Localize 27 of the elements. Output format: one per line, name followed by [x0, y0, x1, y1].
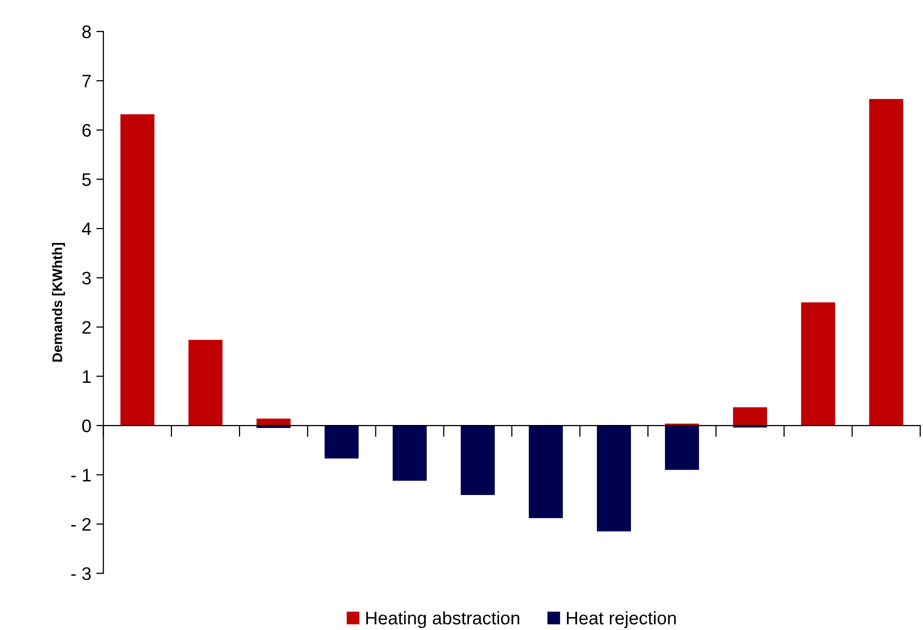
bar — [801, 302, 836, 426]
y-tick-label: - 3 — [71, 567, 91, 580]
legend-label: Heat rejection — [566, 611, 676, 628]
y-tick-label: 8 — [82, 25, 91, 38]
y-axis-title: Demands [KWhth] — [52, 242, 65, 362]
bar — [392, 426, 427, 481]
y-tick-label: - 1 — [71, 468, 91, 482]
y-tick-label: 4 — [82, 222, 92, 236]
bar — [733, 407, 768, 426]
y-tick-label: 6 — [82, 124, 91, 137]
y-tick-label: 0 — [82, 419, 91, 432]
legend-label: Heating abstraction — [366, 611, 520, 628]
bar — [256, 418, 291, 426]
y-tick-label: 7 — [82, 74, 91, 88]
y-tick-label: 1 — [82, 370, 91, 383]
y-tick-label: 2 — [82, 320, 91, 334]
bar — [324, 426, 359, 459]
bar — [528, 426, 563, 518]
y-tick-label: 5 — [82, 173, 91, 186]
y-tick-label: - 2 — [71, 518, 91, 531]
bar — [869, 98, 904, 426]
bar — [664, 426, 699, 470]
bar — [188, 340, 222, 426]
bar — [596, 426, 631, 532]
y-tick-label: 3 — [82, 272, 91, 284]
bar — [120, 114, 154, 426]
bar — [460, 426, 495, 495]
